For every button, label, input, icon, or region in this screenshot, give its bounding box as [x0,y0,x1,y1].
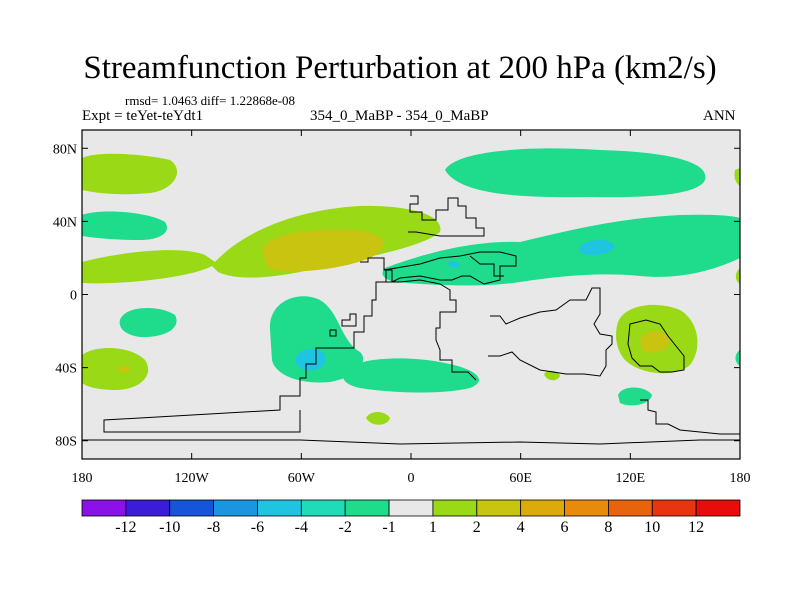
colorbar: -12 -10 -8 -6 -4 -2 -1 1 2 4 6 8 10 12 [81,499,741,536]
contour-region [295,348,326,371]
colorbar-swatch [169,499,215,517]
x-axis: 180 120W 60W 0 60E 120E 180 [72,130,751,486]
x-tick-label: 0 [408,471,415,486]
contour-field [82,148,740,425]
colorbar-swatch [432,499,478,517]
contour-region [82,348,149,390]
colorbar-label: 2 [473,519,481,536]
y-tick-label: 40N [53,215,77,230]
contour-region [640,331,670,353]
colorbar-swatch [300,499,346,517]
x-tick-label: 60E [509,471,532,486]
coastline-segment [488,287,613,377]
colorbar-swatch [81,499,127,517]
contour-region [448,261,460,268]
case-label: 354_0_MaBP - 354_0_MaBP [310,108,489,124]
chart-title: Streamfunction Perturbation at 200 hPa (… [83,50,717,86]
colorbar-label: 12 [688,519,704,536]
y-tick-label: 80N [53,142,77,157]
colorbar-label: -12 [115,519,136,536]
colorbar-swatch [695,499,741,517]
contour-region [735,268,740,284]
colorbar-swatch [476,499,522,517]
colorbar-swatch [344,499,390,517]
coastlines [82,195,740,445]
coastline-segment [408,195,485,237]
colorbar-label: -2 [339,519,352,536]
colorbar-label: 8 [604,519,612,536]
coastline-segment [640,399,740,435]
coastline-segment [385,270,477,381]
colorbar-swatch [257,499,302,517]
colorbar-swatch [608,499,653,517]
stats-label: rmsd= 1.0463 diff= 1.22868e-08 [125,93,296,108]
colorbar-label: -6 [251,519,264,536]
y-axis: 80N 40N 0 40S 80S [53,142,740,450]
x-tick-label: 120E [616,471,646,486]
contour-region [366,412,390,425]
contour-region [82,153,178,195]
contour-region [343,358,479,393]
contour-region [734,168,740,186]
contour-region [82,205,441,284]
colorbar-label: -10 [159,519,180,536]
season-label: ANN [703,108,736,124]
colorbar-swatch [125,499,171,517]
coastline-segment [103,257,393,433]
contour-region [262,229,384,272]
coastline-segment [383,251,517,285]
colorbar-label: 1 [429,519,437,536]
contour-region [382,214,740,286]
colorbar-label: 10 [644,519,660,536]
colorbar-swatch [651,499,697,517]
x-tick-label: 120W [175,471,210,486]
contour-region [117,366,130,373]
contour-region [544,370,560,381]
colorbar-swatch [564,499,609,517]
colorbar-label: 6 [561,519,569,536]
y-tick-label: 0 [70,289,77,304]
contour-region [269,296,364,383]
colorbar-label: 4 [517,519,525,536]
coastline-segment [329,329,337,337]
colorbar-swatch [388,499,434,517]
coastline-segment [627,319,685,373]
x-tick-label: 60W [288,471,316,486]
experiment-label: Expt = teYet-teYdt1 [82,108,204,124]
coastline-segment [469,255,504,277]
contour-region [580,240,615,256]
x-tick-label: 180 [730,471,751,486]
contour-region [735,350,740,366]
contour-region [618,387,652,406]
y-tick-label: 80S [55,435,77,450]
colorbar-label: -1 [382,519,395,536]
colorbar-label: -4 [295,519,308,536]
contour-region [82,211,168,240]
contour-region [445,148,706,198]
colorbar-label: -8 [207,519,220,536]
colorbar-swatch [520,499,565,517]
colorbar-swatch [213,499,258,517]
y-tick-label: 40S [55,362,77,377]
contour-region [119,308,177,338]
x-tick-label: 180 [72,471,93,486]
coastline-segment [341,313,357,327]
coastline-segment [82,439,740,445]
